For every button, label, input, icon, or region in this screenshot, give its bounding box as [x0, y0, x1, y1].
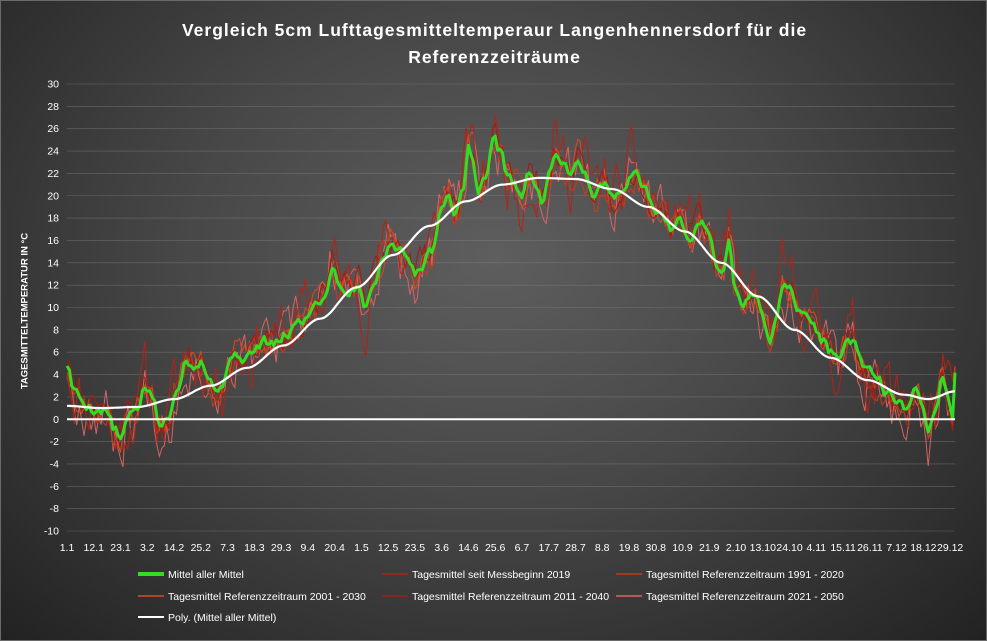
x-tick-label: 25.6 [485, 542, 506, 554]
series-line-mittel [65, 134, 957, 441]
x-tick-label: 12.5 [378, 542, 399, 554]
x-tick-label: 7.12 [886, 542, 907, 554]
chart-title-line-2: Referenzzeiträume [408, 47, 581, 67]
x-tick-label: 23.1 [110, 542, 131, 554]
x-tick-label: 9.4 [301, 542, 316, 554]
y-tick-label: 14 [47, 257, 59, 269]
y-tick-label: -8 [50, 503, 59, 515]
x-tick-label: 28.7 [565, 542, 586, 554]
y-tick-label: 20 [47, 190, 59, 202]
y-tick-label: 2 [53, 391, 59, 403]
x-tick-label: 2.10 [726, 542, 747, 554]
x-tick-label: 3.2 [140, 542, 155, 554]
y-tick-label: -6 [50, 481, 59, 493]
y-tick-label: 16 [47, 235, 59, 247]
x-tick-label: 21.9 [699, 542, 720, 554]
x-tick-label: 4.11 [806, 542, 826, 554]
x-tick-label: 15.11 [830, 542, 856, 554]
series-line-seit2019 [66, 114, 956, 451]
y-tick-label: 18 [47, 213, 59, 225]
legend-label-r2001: Tagesmittel Referenzzeitraum 2001 - 2030 [168, 591, 366, 603]
x-tick-label: 19.8 [619, 542, 640, 554]
x-tick-label: 12.1 [84, 542, 105, 554]
y-tick-label: 10 [47, 302, 59, 314]
x-tick-label: 29.12 [937, 542, 963, 554]
x-tick-label: 13.10 [750, 542, 776, 554]
x-tick-label: 17.7 [538, 542, 559, 554]
y-tick-label: 6 [53, 347, 59, 359]
x-tick-label: 25.2 [191, 542, 212, 554]
y-tick-label: -4 [50, 458, 59, 470]
x-tick-label: 29.3 [271, 542, 292, 554]
x-tick-label: 7.3 [220, 542, 235, 554]
x-tick-label: 8.8 [595, 542, 610, 554]
y-tick-label: 26 [47, 123, 59, 135]
x-tick-label: 1.5 [354, 542, 369, 554]
legend-label-mittel: Mittel aller Mittel [168, 569, 244, 581]
y-tick-label: -10 [44, 526, 59, 538]
y-tick-label: 4 [53, 369, 59, 381]
x-tick-label: 1.1 [60, 542, 75, 554]
y-tick-label: 28 [47, 101, 59, 113]
x-tick-label: 3.6 [434, 542, 449, 554]
x-tick-label: 18.3 [244, 542, 265, 554]
x-tick-label: 10.9 [672, 542, 693, 554]
x-tick-label: 6.7 [515, 542, 530, 554]
x-tick-label: 23.5 [405, 542, 426, 554]
y-tick-label: 12 [47, 280, 59, 292]
x-tick-label: 24.10 [776, 542, 802, 554]
x-tick-label: 20.4 [324, 542, 345, 554]
series-line-r2011 [66, 121, 956, 439]
y-tick-label: 24 [47, 146, 59, 158]
y-tick-label: 8 [53, 324, 59, 336]
x-tick-label: 14.6 [458, 542, 479, 554]
legend-label-r2011: Tagesmittel Referenzzeitraum 2011 - 2040 [412, 591, 609, 603]
legend-label-seit2019: Tagesmittel seit Messbeginn 2019 [412, 569, 570, 581]
y-tick-label: -2 [50, 436, 59, 448]
legend-label-r1991: Tagesmittel Referenzzeitraum 1991 - 2020 [646, 569, 844, 581]
legend-label-poly: Poly. (Mittel aller Mittel) [168, 612, 276, 624]
legend-label-r2021: Tagesmittel Referenzzeitraum 2021 - 2050 [646, 591, 844, 603]
x-tick-label: 18.12 [910, 542, 936, 554]
y-tick-label: 22 [47, 168, 59, 180]
x-tick-label: 26.11 [857, 542, 883, 554]
chart-title: Vergleich 5cm Lufttagesmitteltemperaur L… [1, 17, 987, 71]
x-tick-label: 30.8 [646, 542, 667, 554]
y-tick-label: 30 [47, 79, 59, 91]
y-tick-label: 0 [53, 414, 59, 426]
x-tick-label: 14.2 [164, 542, 185, 554]
chart-title-line-1: Vergleich 5cm Lufttagesmitteltemperaur L… [181, 20, 808, 40]
series-line-poly [66, 176, 956, 410]
